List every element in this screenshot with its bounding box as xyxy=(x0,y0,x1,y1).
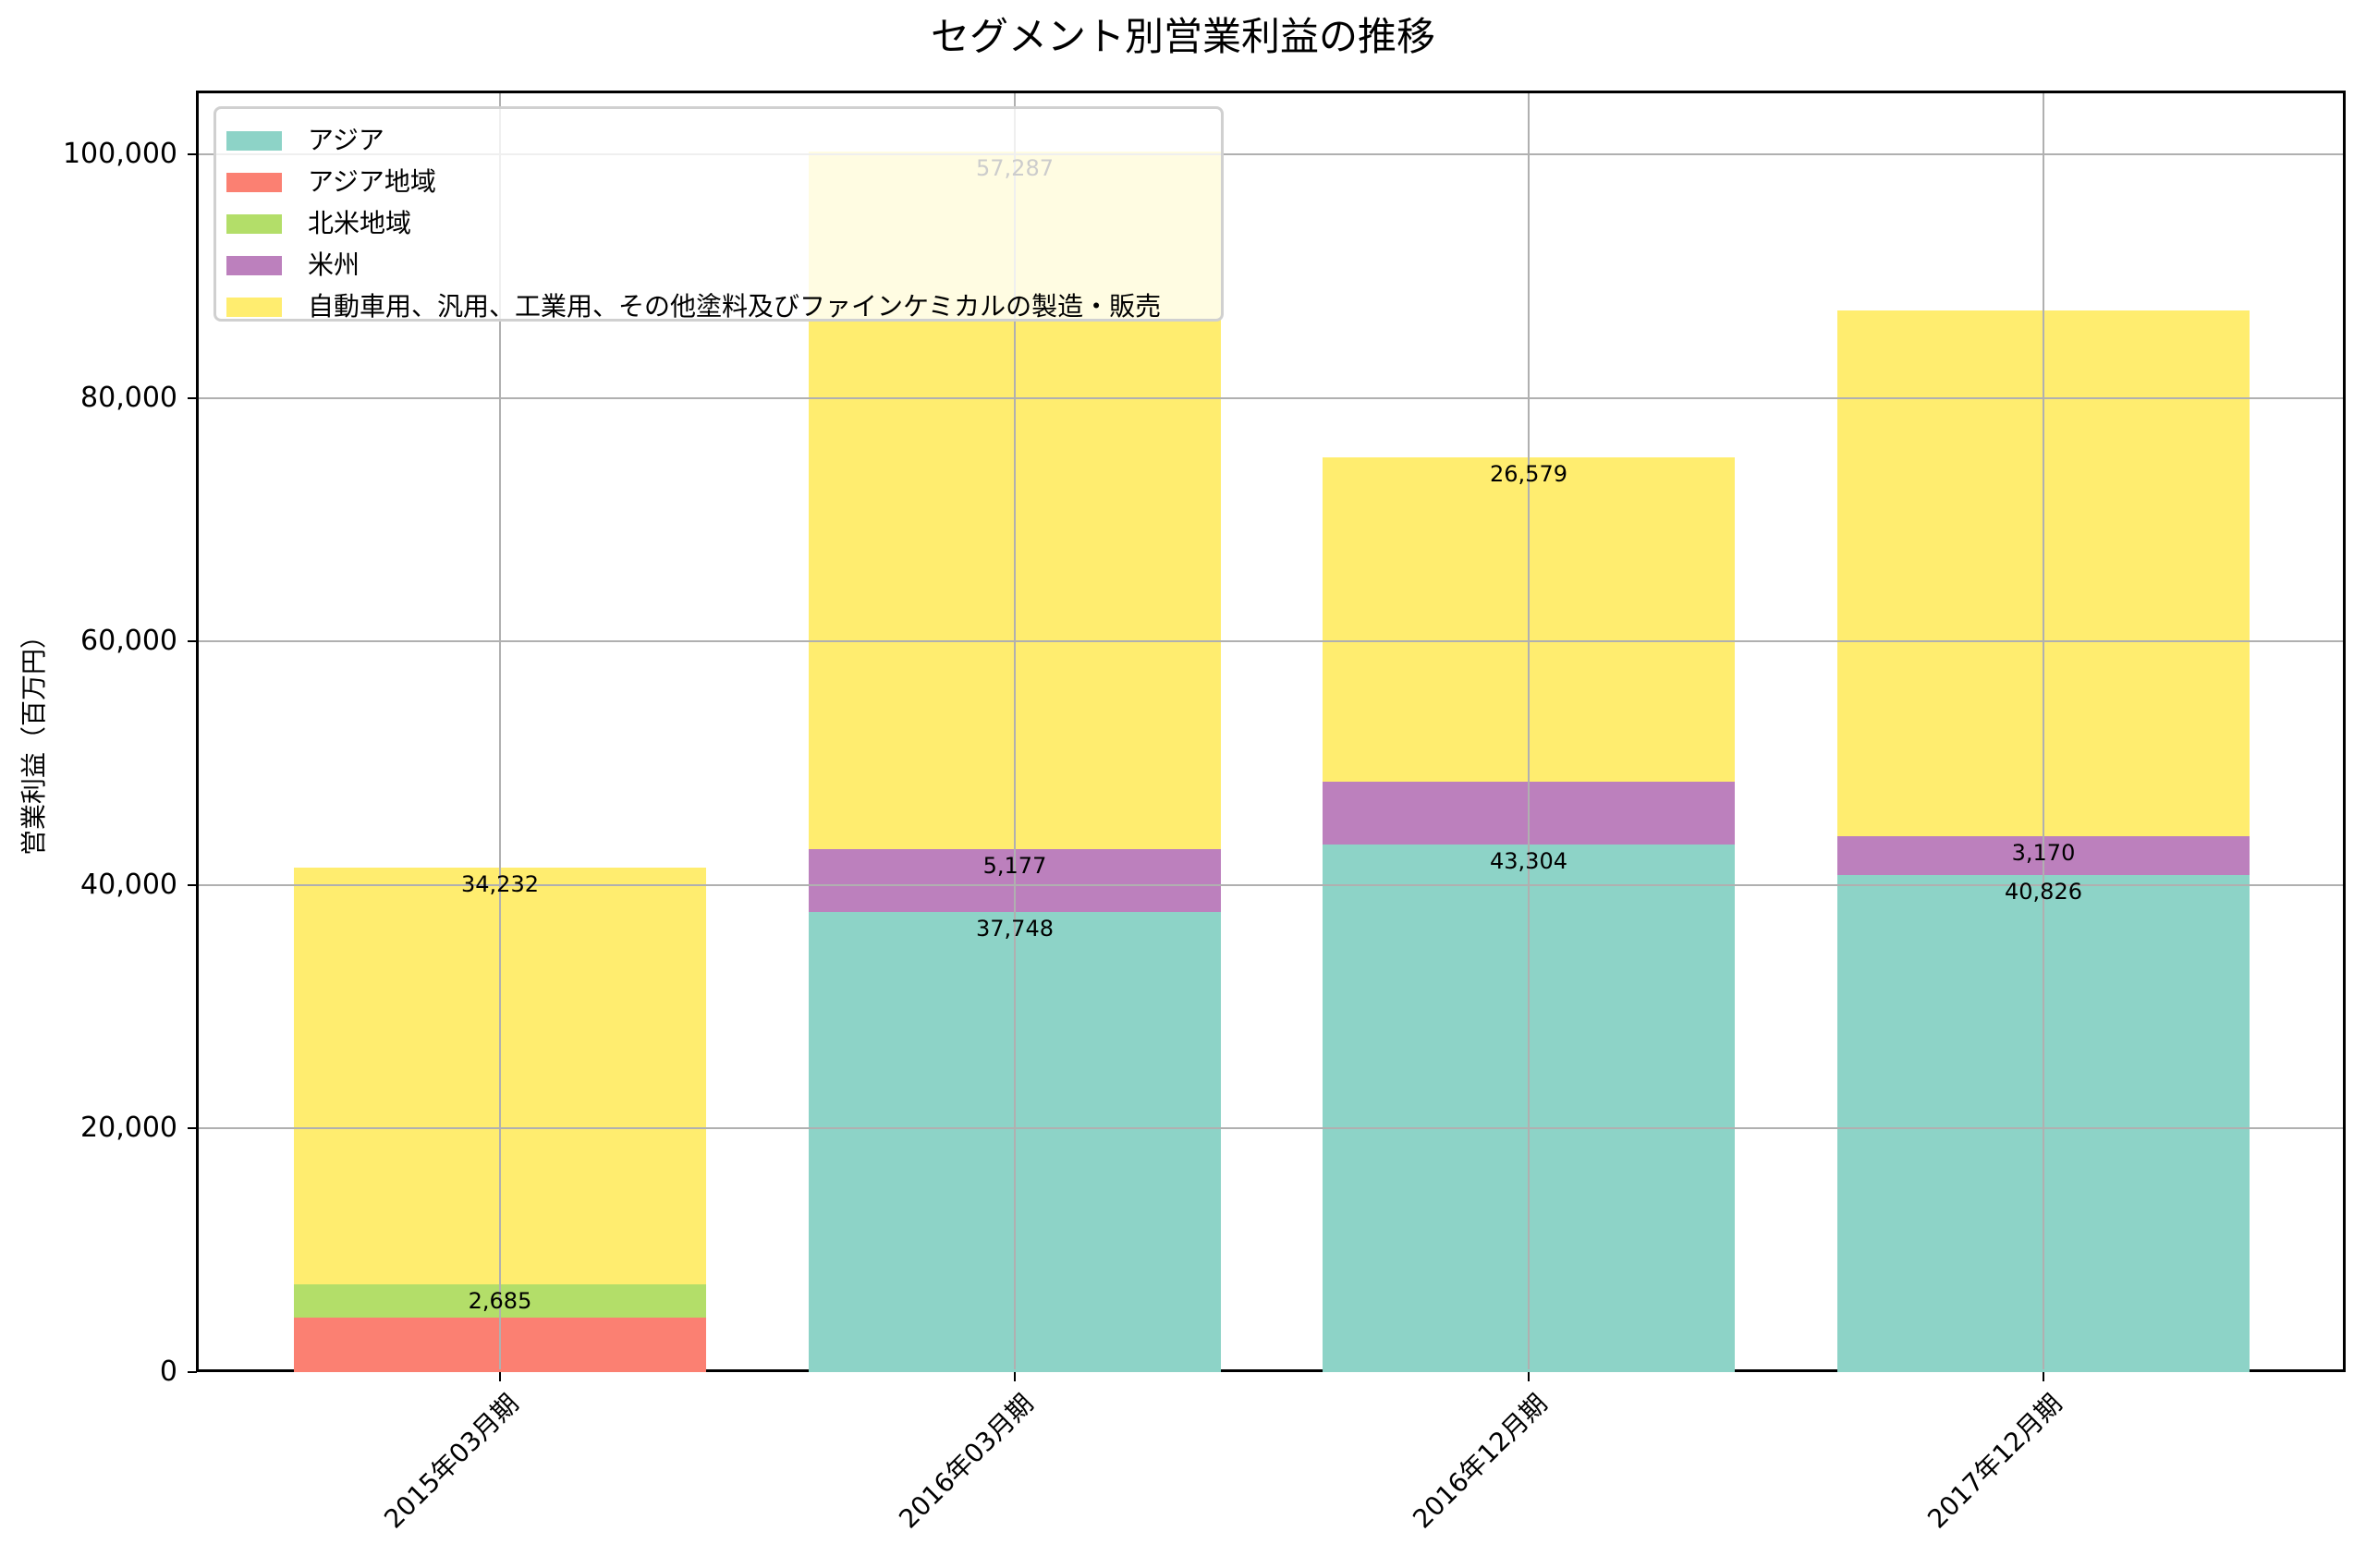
bar-value-label: 5,177 xyxy=(982,853,1047,880)
y-tick-label: 20,000 xyxy=(80,1112,177,1145)
gridline-vertical xyxy=(499,93,501,1369)
y-tick-label: 60,000 xyxy=(80,625,177,658)
y-tick-mark xyxy=(188,883,197,886)
gridline-horizontal xyxy=(199,1127,2343,1130)
gridline-vertical xyxy=(2043,93,2044,1369)
gridline-horizontal xyxy=(199,396,2343,399)
legend-swatch xyxy=(226,213,282,234)
gridline-vertical xyxy=(1014,93,1016,1369)
legend: アジアアジア地域北米地域米州自動車用、汎用、工業用、その他塗料及びファインケミカ… xyxy=(213,106,1224,322)
legend-label: 北米地域 xyxy=(308,208,412,238)
chart-title: セグメント別営業利益の推移 xyxy=(930,14,1435,59)
legend-item: アジア地域 xyxy=(226,164,436,201)
gridline-vertical xyxy=(1528,93,1530,1369)
x-tick-mark xyxy=(1528,1372,1530,1381)
legend-swatch xyxy=(226,297,282,317)
legend-item: 北米地域 xyxy=(226,205,411,242)
y-tick-label: 100,000 xyxy=(62,138,177,170)
y-tick-label: 0 xyxy=(159,1355,177,1388)
y-tick-label: 40,000 xyxy=(80,868,177,901)
bar-value-label: 26,579 xyxy=(1490,461,1567,488)
bar-value-label: 43,304 xyxy=(1490,848,1567,875)
legend-swatch xyxy=(226,255,282,275)
bar-value-label: 3,170 xyxy=(2011,840,2076,867)
y-tick-mark xyxy=(188,396,197,399)
legend-item: 自動車用、汎用、工業用、その他塗料及びファインケミカルの製造・販売 xyxy=(226,288,1161,325)
legend-label: 自動車用、汎用、工業用、その他塗料及びファインケミカルの製造・販売 xyxy=(308,291,1162,322)
y-tick-mark xyxy=(188,640,197,643)
x-tick-mark xyxy=(2043,1372,2044,1381)
y-tick-label: 80,000 xyxy=(80,381,177,414)
y-tick-mark xyxy=(188,153,197,155)
bar-value-label: 2,685 xyxy=(468,1288,532,1315)
x-tick-label: 2017年12月期 xyxy=(1921,1388,2068,1535)
legend-item: 米州 xyxy=(226,247,360,284)
gridline-horizontal xyxy=(199,153,2343,155)
legend-label: アジア xyxy=(308,125,384,155)
bar-value-label: 34,232 xyxy=(461,871,539,898)
gridline-horizontal xyxy=(199,640,2343,643)
legend-swatch xyxy=(226,172,282,192)
x-tick-label: 2016年12月期 xyxy=(1407,1388,1554,1535)
x-tick-label: 2015年03月期 xyxy=(378,1388,525,1535)
x-tick-mark xyxy=(499,1372,501,1381)
gridline-horizontal xyxy=(199,883,2343,886)
x-tick-label: 2016年03月期 xyxy=(893,1388,1040,1535)
plot-area: アジアアジア地域北米地域米州自動車用、汎用、工業用、その他塗料及びファインケミカ… xyxy=(188,91,2346,1381)
legend-item: アジア xyxy=(226,122,384,159)
y-tick-mark xyxy=(188,1127,197,1130)
legend-swatch xyxy=(226,130,282,151)
legend-label: 米州 xyxy=(308,249,360,280)
x-tick-mark xyxy=(1014,1372,1016,1381)
y-tick-mark xyxy=(188,1371,197,1373)
bar-value-label: 40,826 xyxy=(2005,878,2082,905)
legend-label: アジア地域 xyxy=(308,166,436,197)
y-axis-label: 営業利益（百万円） xyxy=(18,622,49,857)
bar-value-label: 37,748 xyxy=(976,916,1054,942)
